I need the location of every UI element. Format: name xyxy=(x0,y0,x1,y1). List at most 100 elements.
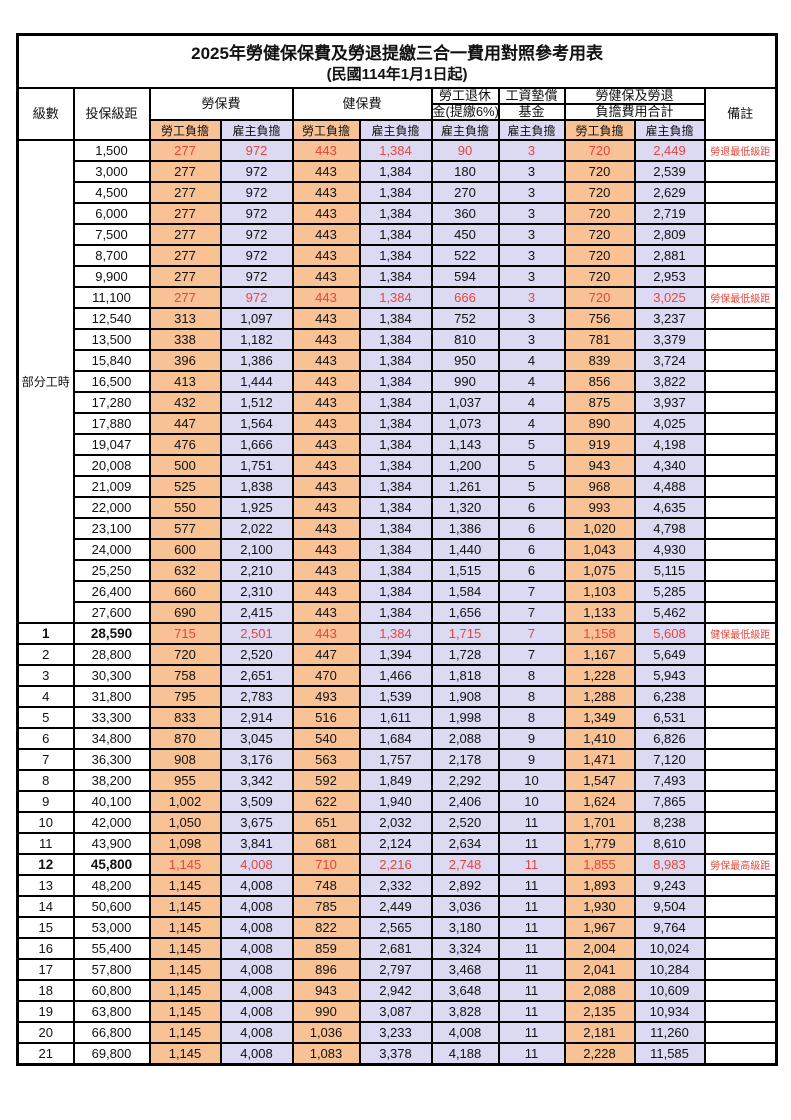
cell-pension-employer: 2,088 xyxy=(430,727,500,750)
cell-bracket: 38,200 xyxy=(72,769,151,792)
cell-wage-fund-employer: 11 xyxy=(497,874,566,897)
cell-labor-employer: 1,564 xyxy=(219,412,294,435)
cell-total-employer: 2,809 xyxy=(633,223,706,246)
cell-wage-fund-employer: 3 xyxy=(497,181,566,204)
subheader-health-employer: 雇主負擔 xyxy=(358,119,433,141)
table-row: 7,500 277 972 443 1,384 450 3 720 2,809 xyxy=(18,223,778,246)
cell-labor-employer: 4,008 xyxy=(219,1000,294,1023)
cell-labor-employee: 1,145 xyxy=(148,937,222,960)
table-row: 8 38,200 955 3,342 592 1,849 2,292 10 1,547 7,493 xyxy=(16,769,778,792)
cell-health-employee: 443 xyxy=(291,181,361,204)
cell-total-employer: 3,822 xyxy=(633,370,706,393)
cell-wage-fund-employer: 9 xyxy=(497,748,566,771)
cell-health-employee: 447 xyxy=(291,643,361,666)
cell-health-employer: 1,384 xyxy=(358,181,433,204)
cell-level: 20 xyxy=(16,1021,75,1044)
cell-total-employee: 1,701 xyxy=(563,811,636,834)
cell-health-employee: 443 xyxy=(291,496,361,519)
cell-pension-employer: 594 xyxy=(430,265,500,288)
cell-health-employer: 1,384 xyxy=(358,202,433,225)
cell-labor-employee: 1,145 xyxy=(148,895,222,918)
cell-total-employee: 1,228 xyxy=(563,664,636,687)
cell-labor-employer: 1,182 xyxy=(219,328,294,351)
cell-pension-employer: 4,188 xyxy=(430,1042,500,1066)
cell-remark xyxy=(703,727,778,750)
premium-table: 2025年勞健保保費及勞退提繳三合一費用對照參考用表 (民國114年1月1日起)… xyxy=(16,33,779,1066)
cell-labor-employee: 277 xyxy=(148,139,222,162)
cell-labor-employee: 1,050 xyxy=(148,811,222,834)
cell-total-employer: 11,585 xyxy=(633,1042,706,1066)
cell-health-employee: 443 xyxy=(291,580,361,603)
cell-health-employee: 443 xyxy=(291,517,361,540)
cell-pension-employer: 1,037 xyxy=(430,391,500,414)
cell-wage-fund-employer: 3 xyxy=(497,139,566,162)
cell-remark: 勞保最低級距 xyxy=(703,286,778,309)
cell-total-employee: 720 xyxy=(563,202,636,225)
cell-health-employer: 2,681 xyxy=(358,937,433,960)
cell-total-employee: 720 xyxy=(563,244,636,267)
subheader-total-employer: 雇主負擔 xyxy=(633,119,706,141)
cell-remark: 勞保最高級距 xyxy=(703,853,778,876)
cell-bracket: 11,100 xyxy=(72,286,151,309)
cell-total-employer: 3,237 xyxy=(633,307,706,330)
cell-labor-employee: 758 xyxy=(148,664,222,687)
cell-total-employer: 2,539 xyxy=(633,160,706,183)
table-body: 部分工時 1,500 277 972 443 1,384 90 3 720 2,449 勞退最低級距… xyxy=(16,139,778,1066)
table-row: 19 63,800 1,145 4,008 990 3,087 3,828 11 2,135 10… xyxy=(16,1000,778,1023)
cell-bracket: 45,800 xyxy=(72,853,151,876)
cell-total-employee: 720 xyxy=(563,181,636,204)
cell-remark xyxy=(703,475,778,498)
cell-health-employer: 1,940 xyxy=(358,790,433,813)
table-row: 6,000 277 972 443 1,384 360 3 720 2,719 xyxy=(18,202,778,225)
cell-bracket: 23,100 xyxy=(72,517,151,540)
cell-pension-employer: 3,468 xyxy=(430,958,500,981)
cell-level: 9 xyxy=(16,790,75,813)
cell-health-employee: 443 xyxy=(291,622,361,645)
cell-labor-employer: 972 xyxy=(219,265,294,288)
cell-labor-employer: 2,520 xyxy=(219,643,294,666)
cell-total-employee: 1,103 xyxy=(563,580,636,603)
cell-labor-employee: 413 xyxy=(148,370,222,393)
cell-bracket: 15,840 xyxy=(72,349,151,372)
cell-bracket: 69,800 xyxy=(72,1042,151,1066)
cell-total-employee: 720 xyxy=(563,160,636,183)
cell-health-employee: 943 xyxy=(291,979,361,1002)
cell-total-employer: 10,609 xyxy=(633,979,706,1002)
cell-pension-employer: 1,656 xyxy=(430,601,500,624)
title-cell: 2025年勞健保保費及勞退提繳三合一費用對照參考用表 (民國114年1月1日起) xyxy=(16,33,778,89)
table-row: 21 69,800 1,145 4,008 1,083 3,378 4,188 11 2,228… xyxy=(16,1042,778,1066)
cell-labor-employee: 690 xyxy=(148,601,222,624)
cell-total-employer: 5,649 xyxy=(633,643,706,666)
cell-bracket: 4,500 xyxy=(72,181,151,204)
cell-health-employee: 651 xyxy=(291,811,361,834)
cell-labor-employer: 4,008 xyxy=(219,958,294,981)
table-row: 2 28,800 720 2,520 447 1,394 1,728 7 1,167 5,649 xyxy=(16,643,778,666)
cell-pension-employer: 3,828 xyxy=(430,1000,500,1023)
cell-labor-employee: 1,145 xyxy=(148,1021,222,1044)
table-row: 9,900 277 972 443 1,384 594 3 720 2,953 xyxy=(18,265,778,288)
cell-remark xyxy=(703,349,778,372)
cell-health-employee: 443 xyxy=(291,328,361,351)
cell-health-employee: 990 xyxy=(291,1000,361,1023)
cell-total-employer: 5,115 xyxy=(633,559,706,582)
cell-health-employer: 1,384 xyxy=(358,601,433,624)
subheader-pension-employer: 雇主負擔 xyxy=(430,119,500,141)
cell-wage-fund-employer: 5 xyxy=(497,454,566,477)
cell-health-employer: 2,449 xyxy=(358,895,433,918)
cell-bracket: 60,800 xyxy=(72,979,151,1002)
table-row: 1 28,590 715 2,501 443 1,384 1,715 7 1,158 5,608 健… xyxy=(16,622,778,645)
cell-health-employee: 896 xyxy=(291,958,361,981)
cell-health-employer: 2,216 xyxy=(358,853,433,876)
cell-wage-fund-employer: 7 xyxy=(497,643,566,666)
cell-bracket: 28,590 xyxy=(72,622,151,645)
cell-pension-employer: 1,515 xyxy=(430,559,500,582)
cell-total-employee: 1,471 xyxy=(563,748,636,771)
cell-pension-employer: 180 xyxy=(430,160,500,183)
cell-labor-employer: 3,045 xyxy=(219,727,294,750)
cell-labor-employee: 432 xyxy=(148,391,222,414)
cell-level: 10 xyxy=(16,811,75,834)
cell-labor-employer: 1,512 xyxy=(219,391,294,414)
cell-total-employer: 7,865 xyxy=(633,790,706,813)
cell-labor-employer: 972 xyxy=(219,244,294,267)
cell-labor-employee: 600 xyxy=(148,538,222,561)
